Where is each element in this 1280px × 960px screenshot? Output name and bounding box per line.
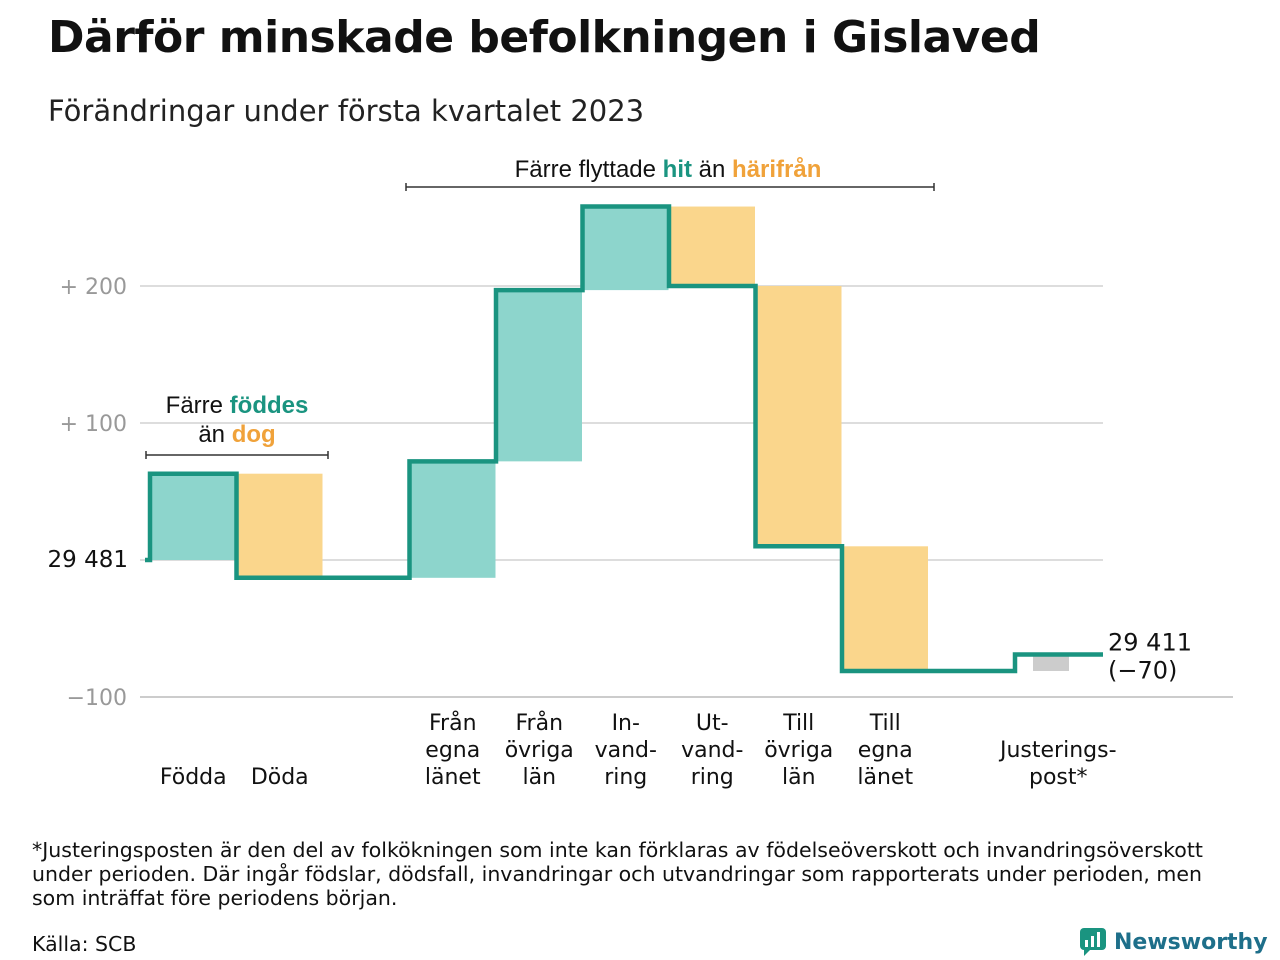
bars bbox=[150, 206, 1069, 671]
y-tick-label: + 200 bbox=[60, 275, 127, 300]
category-label: post* bbox=[1029, 765, 1088, 790]
category-labels: Födda DödaFrånegnalänetFrånövrigalänIn-va… bbox=[160, 710, 1117, 790]
category-label: Justerings- bbox=[998, 738, 1117, 763]
value-labels: 29 481 29 411(−70) bbox=[48, 547, 1192, 685]
footnote: *Justeringsposten är den del av folkökni… bbox=[32, 838, 1203, 910]
inflow-bar bbox=[496, 290, 582, 462]
category-label: Födda bbox=[160, 765, 227, 790]
category-label: övriga bbox=[505, 738, 574, 763]
category-label: Från bbox=[429, 710, 477, 736]
category-label: vand- bbox=[681, 738, 743, 763]
category-label: län bbox=[522, 765, 556, 790]
category-label: In- bbox=[612, 711, 640, 736]
annotation-migration: Färre flyttade hit än härifrån bbox=[515, 156, 822, 183]
annotation-births-line1: Färre föddes bbox=[166, 392, 309, 419]
y-tick-label: −100 bbox=[67, 686, 127, 711]
category-label: egna bbox=[858, 738, 913, 763]
annotation-births-line2: än dog bbox=[198, 421, 275, 448]
category-label: länet bbox=[857, 765, 913, 790]
outflow-bar bbox=[236, 473, 323, 578]
category-label: Döda bbox=[251, 765, 309, 790]
inflow-bar bbox=[582, 206, 669, 291]
outflow-bar bbox=[842, 546, 928, 671]
outflow-bar bbox=[669, 206, 755, 286]
category-label: ring bbox=[691, 765, 734, 790]
newsworthy-logo-icon bbox=[1080, 928, 1106, 956]
y-tick-labels: + 200 + 100 −100 bbox=[60, 275, 127, 711]
category-label: ring bbox=[604, 765, 647, 790]
inflow-bar bbox=[150, 473, 236, 560]
category-label: egna bbox=[425, 738, 480, 763]
start-value-label: 29 481 bbox=[48, 547, 128, 573]
category-label: län bbox=[782, 765, 816, 790]
step-line bbox=[145, 204, 1103, 674]
chart-title: Därför minskade befolkningen i Gislaved bbox=[48, 12, 1041, 63]
end-value-label: 29 411 bbox=[1108, 629, 1192, 657]
category-label: Ut- bbox=[696, 711, 729, 736]
category-label: övriga bbox=[764, 738, 833, 763]
outflow-bar bbox=[755, 286, 842, 547]
source-label: Källa: SCB bbox=[32, 932, 137, 956]
category-label: Från bbox=[515, 710, 563, 736]
category-label: länet bbox=[425, 765, 481, 790]
brand-name: Newsworthy bbox=[1114, 929, 1268, 955]
chart-subtitle: Förändringar under första kvartalet 2023 bbox=[48, 94, 645, 128]
inflow-bar bbox=[409, 461, 496, 578]
category-label: vand- bbox=[595, 738, 657, 763]
cumulative-step-line bbox=[145, 204, 1103, 674]
adjustment-bar bbox=[1033, 654, 1069, 671]
y-tick-label: + 100 bbox=[60, 412, 127, 437]
brand[interactable]: Newsworthy bbox=[1080, 928, 1268, 956]
net-change-label: (−70) bbox=[1108, 657, 1177, 685]
category-label: Till bbox=[869, 711, 901, 736]
category-label: Till bbox=[782, 711, 814, 736]
